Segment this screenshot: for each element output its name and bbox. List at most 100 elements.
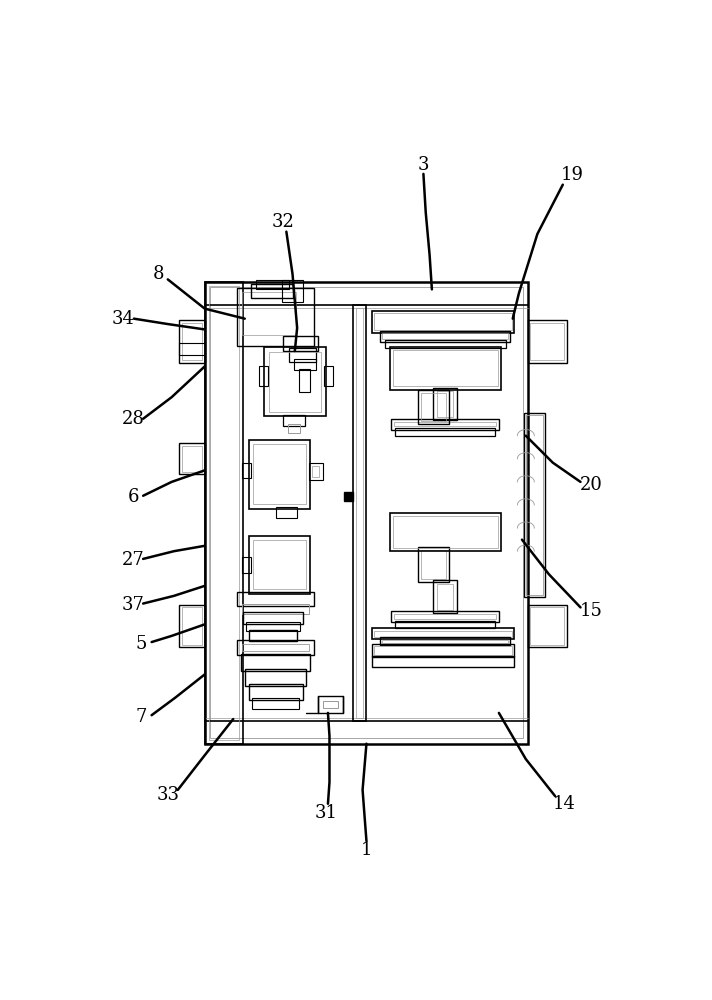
Bar [530, 323, 565, 360]
Bar [382, 640, 508, 643]
Bar [258, 366, 268, 386]
Bar [312, 466, 320, 477]
Bar [209, 286, 239, 740]
Text: 1: 1 [361, 841, 372, 859]
Bar [294, 359, 315, 370]
Bar [179, 343, 205, 355]
Text: 7: 7 [135, 708, 147, 726]
Bar [241, 644, 310, 651]
Bar [298, 369, 310, 392]
Bar [205, 282, 528, 744]
Bar [205, 282, 244, 744]
Bar [394, 422, 496, 426]
Bar [374, 631, 512, 637]
Bar [382, 333, 508, 339]
Bar [244, 612, 303, 624]
Bar [248, 440, 310, 509]
Text: 33: 33 [156, 786, 179, 804]
Bar [290, 348, 316, 362]
Bar [318, 696, 342, 713]
Text: 34: 34 [112, 310, 135, 328]
Bar [421, 393, 446, 421]
Bar [324, 366, 333, 386]
Bar [374, 313, 512, 330]
Text: 6: 6 [127, 488, 139, 506]
Bar [389, 513, 501, 551]
Bar [372, 656, 514, 667]
Bar [392, 516, 498, 548]
Bar [237, 288, 314, 346]
Bar [248, 536, 310, 594]
Bar [395, 620, 495, 628]
Bar [264, 347, 325, 416]
Bar [395, 428, 495, 436]
Bar [253, 540, 305, 589]
Bar [241, 654, 310, 671]
Text: 5: 5 [135, 635, 147, 653]
Text: 37: 37 [122, 596, 145, 614]
Bar [237, 592, 314, 606]
Bar [241, 463, 251, 478]
Bar [372, 311, 514, 333]
Bar [391, 611, 499, 622]
Bar [523, 413, 545, 597]
Text: 27: 27 [122, 551, 145, 569]
Text: 15: 15 [580, 602, 603, 620]
Bar [309, 463, 323, 480]
Text: 32: 32 [272, 213, 295, 231]
Bar [530, 607, 565, 645]
Bar [379, 331, 511, 342]
Bar [394, 614, 496, 619]
Bar [283, 415, 305, 426]
Bar [237, 640, 314, 655]
Bar [253, 698, 298, 709]
Bar [421, 550, 446, 579]
Bar [385, 340, 506, 348]
Bar [344, 492, 353, 501]
Bar [268, 352, 321, 412]
Bar [436, 584, 454, 610]
Text: 20: 20 [580, 476, 603, 494]
Text: 8: 8 [153, 265, 164, 283]
Bar [418, 389, 449, 424]
Bar [418, 547, 449, 582]
Bar [245, 669, 306, 686]
Bar [256, 280, 288, 289]
Bar [276, 507, 297, 518]
Bar [210, 287, 523, 738]
Bar [182, 323, 202, 360]
Bar [253, 444, 305, 504]
Bar [179, 443, 205, 474]
Bar [241, 292, 295, 335]
Bar [372, 644, 514, 657]
Bar [241, 557, 251, 573]
Bar [392, 350, 498, 386]
Bar [528, 320, 567, 363]
Bar [528, 605, 567, 647]
Bar [241, 604, 310, 614]
Bar [251, 284, 293, 298]
Bar [249, 630, 297, 641]
Text: 31: 31 [314, 804, 337, 822]
Text: 3: 3 [418, 156, 429, 174]
Bar [246, 622, 300, 631]
Bar [182, 446, 202, 472]
Bar [288, 424, 300, 433]
Bar [379, 637, 511, 645]
Bar [283, 336, 318, 351]
Bar [389, 347, 501, 389]
Text: 19: 19 [560, 166, 584, 184]
Bar [356, 308, 363, 718]
Bar [436, 391, 454, 417]
Bar [282, 280, 303, 302]
Bar [323, 701, 338, 708]
Text: 28: 28 [122, 410, 145, 428]
Text: 14: 14 [553, 795, 576, 813]
Bar [352, 305, 367, 721]
Bar [179, 320, 205, 363]
Bar [391, 419, 499, 430]
Bar [374, 646, 512, 655]
Bar [372, 628, 514, 639]
Bar [434, 388, 456, 420]
Bar [248, 684, 303, 700]
